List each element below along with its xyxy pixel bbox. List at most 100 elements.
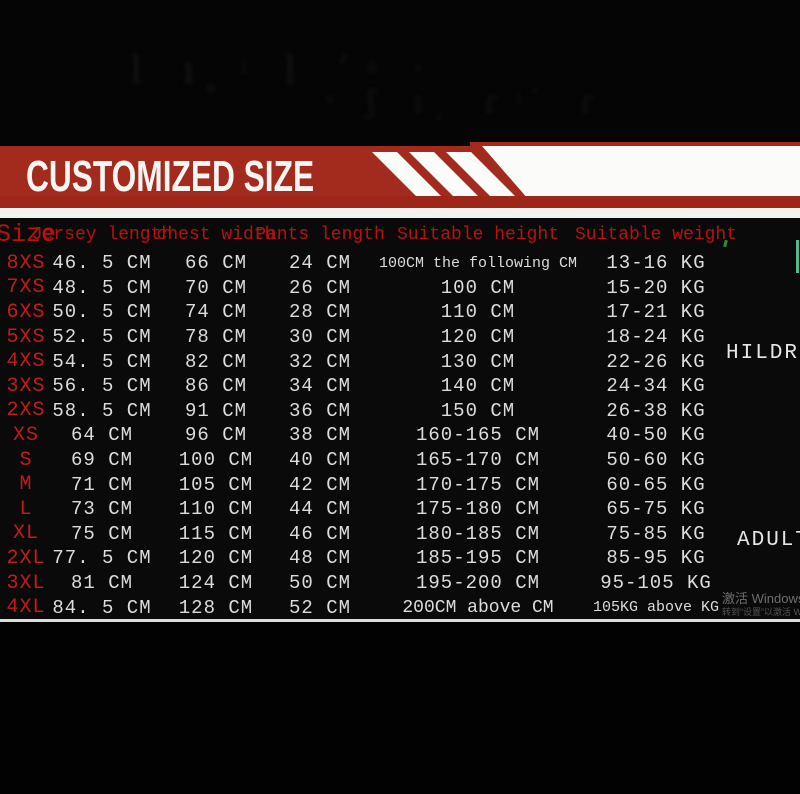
jersey-length-cell: 75 CM (70, 522, 133, 545)
size-cell: 7XS (6, 276, 46, 300)
chest-width-cell: 115 CM (178, 522, 254, 545)
chest-width-cell: 124 CM (178, 572, 254, 595)
chest-width-cell: 70 CM (184, 276, 247, 299)
size-cell: XS (12, 423, 39, 447)
table-row: M 71 CM 105 CM 42 CM 170-175 CM 60-65 KG (0, 472, 800, 497)
pants-length-cell: 26 CM (288, 276, 351, 299)
size-cell: 5XS (6, 325, 46, 349)
chest-width-cell: 120 CM (178, 547, 254, 570)
children-side-label: HILDREN (726, 342, 800, 365)
jersey-length-cell: 77. 5 CM (52, 547, 152, 570)
chest-width-cell: 128 CM (178, 596, 254, 619)
pants-length-cell: 48 CM (288, 547, 351, 570)
jersey-length-cell: 50. 5 CM (52, 301, 152, 324)
chest-width-cell: 78 CM (184, 326, 247, 349)
table-body: 8XS 46. 5 CM 66 CM 24 CM 100CM the follo… (0, 251, 800, 620)
jersey-length-cell: 84. 5 CM (52, 596, 152, 619)
pants-length-cell: 52 CM (288, 596, 351, 619)
chest-width-cell: 86 CM (184, 375, 247, 398)
chest-width-cell: 91 CM (184, 399, 247, 422)
jersey-length-cell: 73 CM (70, 498, 133, 521)
jersey-length-cell: 64 CM (70, 424, 133, 447)
suitable-height-cell: 100CM the following CM (378, 254, 578, 272)
size-cell: L (19, 497, 33, 521)
pants-length-cell: 50 CM (288, 572, 351, 595)
table-row: 5XS 52. 5 CM 78 CM 30 CM 120 CM 18-24 KG (0, 325, 800, 350)
faint-artifact: l ı ̥ ͥ l ʼ ͣ ˑ (130, 48, 439, 92)
top-black-band: l ı ̥ ͥ l ʼ ͣ ˑ ͮ ʃ ı ̩ ɾ ͥ ̍ ɾ (0, 0, 800, 146)
banner-top-rule (470, 142, 800, 146)
suitable-weight-cell: 95-105 KG (600, 572, 712, 595)
pants-length-cell: 44 CM (288, 498, 351, 521)
bottom-separator-line (0, 619, 800, 622)
pants-length-cell: 38 CM (288, 424, 351, 447)
suitable-weight-cell: 50-60 KG (606, 449, 706, 472)
green-scan-artifact (796, 240, 799, 273)
banner-title: CUSTOMIZED SIZE (26, 151, 315, 201)
suitable-weight-cell: 24-34 KG (606, 375, 706, 398)
size-cell: 8XS (6, 251, 46, 275)
suitable-weight-cell: 22-26 KG (606, 350, 706, 373)
suitable-weight-cell: 65-75 KG (606, 498, 706, 521)
faint-artifact: ͮ ʃ ı ̩ ɾ ͥ ̍ ɾ (330, 85, 608, 120)
header-chest: chest width (156, 224, 276, 245)
chest-width-cell: 82 CM (184, 350, 247, 373)
pants-length-cell: 32 CM (288, 350, 351, 373)
suitable-height-cell: 150 CM (440, 399, 516, 422)
suitable-height-cell: 195-200 CM (415, 572, 541, 595)
suitable-weight-cell: 40-50 KG (606, 424, 706, 447)
watermark-line1: 激活 Windows (722, 591, 800, 606)
pants-length-cell: 42 CM (288, 473, 351, 496)
pants-length-cell: 40 CM (288, 449, 351, 472)
suitable-weight-cell: 15-20 KG (606, 276, 706, 299)
suitable-weight-cell: 18-24 KG (606, 326, 706, 349)
suitable-height-cell: 100 CM (440, 276, 516, 299)
table-row: XL 75 CM 115 CM 46 CM 180-185 CM 75-85 K… (0, 522, 800, 547)
table-row: 2XS 58. 5 CM 91 CM 36 CM 150 CM 26-38 KG (0, 399, 800, 424)
suitable-height-cell: 165-170 CM (415, 449, 541, 472)
pants-length-cell: 24 CM (288, 252, 351, 275)
table-row: 4XL 84. 5 CM 128 CM 52 CM 200CM above CM… (0, 595, 800, 620)
jersey-length-cell: 46. 5 CM (52, 252, 152, 275)
table-row: 3XL 81 CM 124 CM 50 CM 195-200 CM 95-105… (0, 571, 800, 596)
suitable-height-cell: 185-195 CM (415, 547, 541, 570)
table-row: 4XS 54. 5 CM 82 CM 32 CM 130 CM 22-26 KG (0, 349, 800, 374)
suitable-height-cell: 110 CM (440, 301, 516, 324)
suitable-weight-cell: 105KG above KG (592, 599, 720, 617)
jersey-length-cell: 52. 5 CM (52, 326, 152, 349)
suitable-height-cell: 160-165 CM (415, 424, 541, 447)
suitable-weight-cell: 75-85 KG (606, 522, 706, 545)
table-row: 7XS 48. 5 CM 70 CM 26 CM 100 CM 15-20 KG (0, 276, 800, 301)
jersey-length-cell: 58. 5 CM (52, 399, 152, 422)
chest-width-cell: 96 CM (184, 424, 247, 447)
size-cell: 2XS (6, 399, 46, 423)
chest-width-cell: 74 CM (184, 301, 247, 324)
bottom-black-band (0, 622, 800, 794)
size-cell: 3XS (6, 374, 46, 398)
suitable-height-cell: 200CM above CM (402, 597, 554, 618)
suitable-height-cell: 130 CM (440, 350, 516, 373)
size-cell: 6XS (6, 300, 46, 324)
suitable-height-cell: 140 CM (440, 375, 516, 398)
pants-length-cell: 46 CM (288, 522, 351, 545)
size-cell: 3XL (6, 571, 46, 595)
table-header-row: Size Jersey length chest width Pants len… (0, 218, 800, 251)
table-row: L 73 CM 110 CM 44 CM 175-180 CM 65-75 KG (0, 497, 800, 522)
header-weight: Suitable weight (574, 224, 738, 245)
header-height: Suitable height (396, 224, 560, 245)
size-cell: XL (12, 522, 39, 546)
jersey-length-cell: 69 CM (70, 449, 133, 472)
suitable-height-cell: 180-185 CM (415, 522, 541, 545)
banner-gap-strip (0, 208, 800, 218)
suitable-weight-cell: 26-38 KG (606, 399, 706, 422)
suitable-weight-cell: 13-16 KG (606, 252, 706, 275)
size-cell: 4XS (6, 350, 46, 374)
size-table: Size Jersey length chest width Pants len… (0, 218, 800, 621)
size-cell: 2XL (6, 546, 46, 570)
table-row: 6XS 50. 5 CM 74 CM 28 CM 110 CM 17-21 KG (0, 300, 800, 325)
pants-length-cell: 28 CM (288, 301, 351, 324)
table-row: 8XS 46. 5 CM 66 CM 24 CM 100CM the follo… (0, 251, 800, 276)
suitable-weight-cell: 85-95 KG (606, 547, 706, 570)
jersey-length-cell: 81 CM (70, 572, 133, 595)
